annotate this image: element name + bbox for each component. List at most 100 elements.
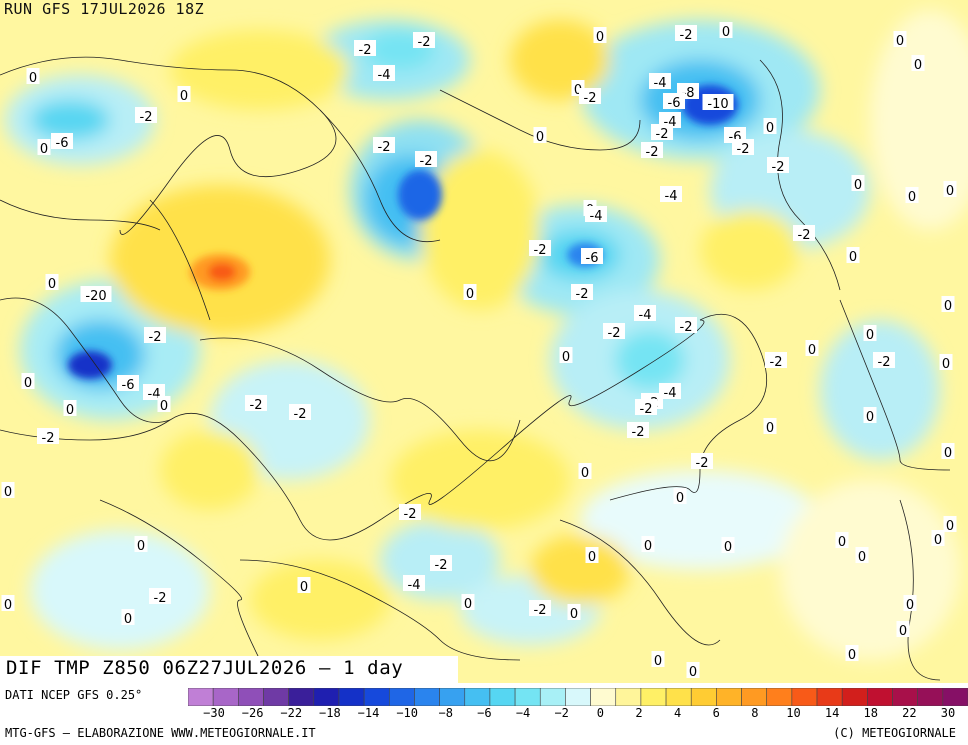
isotherm-label: 0 [651,651,665,669]
isotherm-label: 0 [63,400,77,418]
isotherm-label: -6 [581,248,603,266]
isotherm-label-text: 0 [854,178,862,193]
isotherm-label-text: -6 [586,251,599,266]
isotherm-label: -2 [691,453,713,471]
legend-swatch [263,688,289,706]
isotherm-label-text: 0 [858,550,866,565]
isotherm-label-text: 0 [137,539,145,554]
legend-swatch [867,688,893,706]
isotherm-label: 0 [845,645,859,663]
isotherm-label: 0 [851,175,865,193]
isotherm-label-text: 0 [654,654,662,669]
isotherm-label: -2 [793,225,815,243]
isotherm-label-text: 0 [946,519,954,534]
isotherm-label-text: -2 [42,431,55,446]
isotherm-label: 0 [567,604,581,622]
isotherm-label-text: 0 [906,598,914,613]
color-legend [188,688,968,706]
legend-swatch [188,688,214,706]
legend-swatch [690,688,717,706]
isotherm-label: -2 [413,32,435,50]
legend-swatch [766,688,793,706]
legend-swatch [741,688,768,706]
legend-tick-labels: −30 −26 −22 −18 −14 −10 −8 −6 −4 −2 0 2 4 6 8 10 14 18 22 3… [188,706,968,722]
legend-tick: 10 [786,706,801,720]
isotherm-label-text: -2 [404,507,417,522]
isotherm-label-text: -2 [772,160,785,175]
isotherm-label: -2 [641,142,663,160]
legend-tick: 30 [940,706,956,720]
isotherm-label-text: 0 [4,598,12,613]
legend-swatch [640,688,667,706]
isotherm-label-text: 0 [300,580,308,595]
legend-tick: 22 [902,706,917,720]
isotherm-label-text: 0 [944,299,952,314]
isotherm-label: -4 [659,383,681,401]
isotherm-label-text: -2 [534,603,547,618]
isotherm-label-text: 0 [896,34,904,49]
isotherm-label: 0 [463,284,477,302]
isotherm-label: 0 [893,31,907,49]
isotherm-labels: 0 -2 0-2-2 000 -4-4-80 0-2 -6 -10-2 -4-2 00-60-6-… [1,22,957,680]
isotherm-label-text: -2 [646,145,659,160]
legend-swatch [313,688,340,706]
isotherm-label-text: 0 [766,421,774,436]
isotherm-label: 0 [45,274,59,292]
legend-swatch [942,688,968,706]
isotherm-label-text: 0 [808,343,816,358]
legend-swatch [439,688,466,706]
legend-swatch [716,688,742,706]
isotherm-label-text: 0 [866,410,874,425]
isotherm-label-text: -2 [737,142,750,157]
legend-swatch [565,688,591,706]
isotherm-label-text: 0 [848,648,856,663]
isotherm-label-text: 0 [596,30,604,45]
isotherm-label-text: -4 [665,189,678,204]
isotherm-label-text: -4 [378,68,391,83]
isotherm-label-text: -2 [584,91,597,106]
isotherm-label-text: 0 [24,376,32,391]
isotherm-label: -2 [399,504,421,522]
isotherm-label-text: 0 [934,533,942,548]
legend-tick: −18 [319,706,341,720]
isotherm-label: -2 [579,88,601,106]
title-box [0,656,458,683]
isotherm-label: 0 [805,340,819,358]
isotherm-label: 0 [585,547,599,565]
isotherm-label-text: 0 [588,550,596,565]
legend-swatch [514,688,541,706]
legend-tick: 2 [635,706,643,720]
isotherm-label-text: 0 [866,328,874,343]
isotherm-label-text: 0 [689,665,697,680]
isotherm-label: -4 [649,73,671,91]
isotherm-label: 0 [686,662,700,680]
legend-swatch [338,688,365,706]
isotherm-label-text: 0 [536,130,544,145]
map-title: DIF TMP Z850 06Z27JUL2026 – 1 day [6,657,404,679]
isotherm-label: 0 [157,396,171,414]
isotherm-label: -2 [135,107,157,125]
legend-tick: −22 [280,706,303,720]
credit-text: MTG-GFS – ELABORAZIONE WWW.METEOGIORNALE… [5,726,316,740]
isotherm-label-text: 0 [574,83,582,98]
isotherm-label-text: 0 [946,184,954,199]
legend-tick: −4 [515,706,531,720]
legend-swatch [489,688,516,706]
isotherm-label: 0 [939,354,953,372]
isotherm-label-text: 0 [48,277,56,292]
isotherm-label-text: -6 [56,136,69,151]
isotherm-label: 0 [37,139,51,157]
isotherm-label: -2 [354,40,376,58]
isotherm-label-text: -2 [149,330,162,345]
isotherm-label-text: 0 [908,190,916,205]
isotherm-label-text: 0 [464,597,472,612]
isotherm-label-text: -2 [534,243,547,258]
isotherm-label: -2 [415,151,437,169]
isotherm-label: 0 [835,532,849,550]
isotherm-label: 0 [177,86,191,104]
copyright-text: (C) METEOGIORNALE [833,726,956,740]
isotherm-label: 0 [461,594,475,612]
isotherm-label: -2 [245,395,267,413]
isotherm-label: 0 [593,27,607,45]
isotherm-label: 0 [943,181,957,199]
